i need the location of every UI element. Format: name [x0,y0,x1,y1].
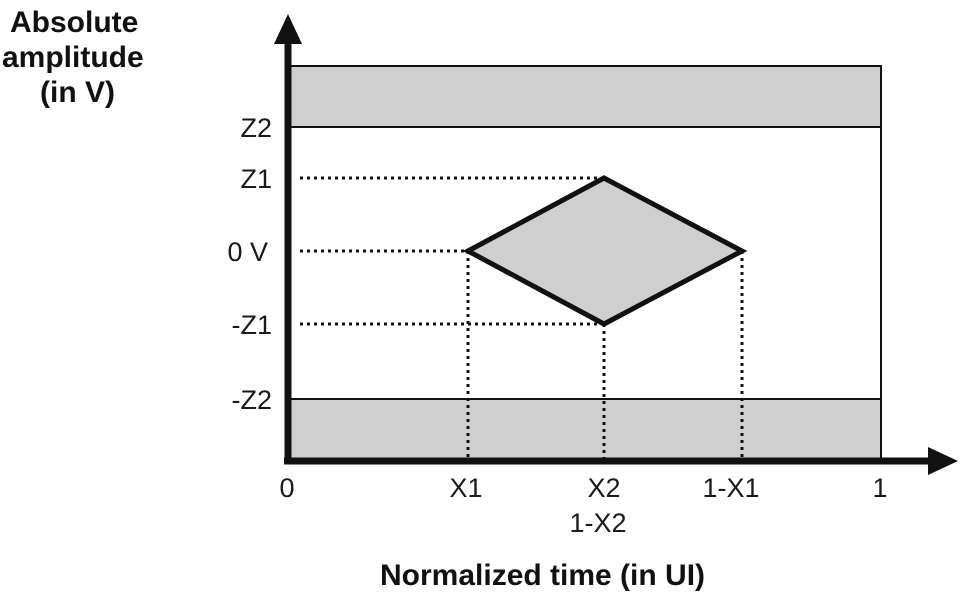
x-tick-zero: 0 [279,473,294,503]
x-axis-title: Normalized time (in UI) [380,559,705,592]
y-axis-title-line-2: amplitude [2,41,144,74]
y-axis-arrow [274,14,302,44]
y-tick-z1: Z1 [240,164,272,194]
y-axis-title-line-1: Absolute [10,6,138,39]
upper-forbidden-region [287,65,882,128]
x-tick-one: 1 [872,473,887,503]
x-axis-arrow [928,447,958,475]
x-tick-x2-alt: 1-X2 [569,508,626,538]
lower-forbidden-region [287,398,882,461]
y-tick-neg-z1: -Z1 [232,310,273,340]
y-tick-neg-z2: -Z2 [232,385,273,415]
x-tick-x2: X2 [587,473,620,503]
x-tick-x1: X1 [449,473,482,503]
x-tick-one-minus-x1: 1-X1 [702,473,759,503]
y-axis-title-line-3: (in V) [40,76,115,109]
eye-mask-diamond [462,175,748,327]
y-tick-zero: 0 V [227,237,268,267]
y-tick-z2: Z2 [240,113,272,143]
